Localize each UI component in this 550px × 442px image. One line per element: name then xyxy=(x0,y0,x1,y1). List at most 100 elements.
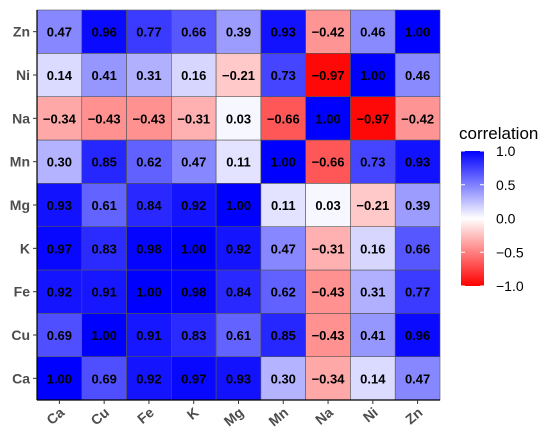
heatmap-cell-mn-mg xyxy=(215,139,262,184)
legend-title: correlation xyxy=(459,124,538,143)
cell-value-label: 1.00 xyxy=(360,68,385,83)
cell-value-label: 0.61 xyxy=(92,198,117,213)
cell-value-label: 0.03 xyxy=(315,198,340,213)
cell-value-label: 0.91 xyxy=(92,285,117,300)
legend-tick-label: 0.5 xyxy=(496,177,516,193)
heatmap-cell-mg-mn xyxy=(260,183,306,227)
cell-value-label: 1.00 xyxy=(315,111,340,126)
cell-value-label: 0.62 xyxy=(271,285,296,300)
cell-value-label: 1.00 xyxy=(271,155,296,170)
y-tick-label: Mg xyxy=(10,197,30,213)
heatmap-cell-ni-fe xyxy=(126,53,172,97)
cell-value-label: 0.31 xyxy=(136,68,161,83)
cell-value-label: 0.69 xyxy=(92,371,117,386)
cell-value-label: 0.31 xyxy=(360,285,385,300)
cell-value-label: 0.93 xyxy=(47,198,72,213)
heatmap-cell-ca-ca xyxy=(36,356,83,401)
cell-value-label: −0.43 xyxy=(312,285,345,300)
cell-value-label: 0.92 xyxy=(226,241,251,256)
legend-ticks: 1.0 0.5 0.0 −0.5 −1.0 xyxy=(461,143,524,294)
cell-value-label: 0.92 xyxy=(136,371,161,386)
cell-value-label: 0.46 xyxy=(360,25,385,40)
x-tick-label: Mg xyxy=(221,404,247,429)
cell-value-label: 0.93 xyxy=(271,25,296,40)
y-tick-label: Fe xyxy=(14,284,31,300)
cell-value-label: 0.97 xyxy=(47,241,72,256)
heatmap-cell-mg-k xyxy=(171,183,217,227)
heatmap-cell-na-mg xyxy=(215,96,262,141)
heatmap-cell-fe-na xyxy=(305,269,351,314)
heatmap-cell-mg-cu xyxy=(81,183,127,227)
cell-value-label: −0.97 xyxy=(312,68,345,83)
x-tick-label: Ca xyxy=(43,404,67,428)
cell-value-label: 0.73 xyxy=(360,155,385,170)
y-tick-label: K xyxy=(20,240,30,256)
cell-value-label: 0.41 xyxy=(360,328,385,343)
x-tick-label: Fe xyxy=(134,404,157,427)
heatmap-cell-zn-na xyxy=(305,9,351,54)
cell-value-label: −0.43 xyxy=(88,111,121,126)
cell-value-label: −0.21 xyxy=(356,198,389,213)
heatmap-cell-k-ca xyxy=(36,226,83,271)
cell-value-label: −0.34 xyxy=(43,111,77,126)
cell-value-label: −0.66 xyxy=(267,111,300,126)
heatmap-cell-ni-mg xyxy=(215,53,262,97)
heatmap-cell-mn-k xyxy=(171,139,217,184)
cell-value-label: 0.91 xyxy=(136,328,161,343)
cell-value-label: 1.00 xyxy=(405,25,430,40)
cell-value-label: −0.42 xyxy=(401,111,434,126)
heatmap-cell-na-na xyxy=(305,96,351,141)
x-tick-label: Zn xyxy=(402,404,425,427)
heatmap-cell-cu-ca xyxy=(36,313,83,357)
x-tick-label: Mn xyxy=(265,404,291,429)
cell-value-label: 0.84 xyxy=(226,285,252,300)
cell-value-label: 0.39 xyxy=(226,25,251,40)
cell-value-label: 0.47 xyxy=(181,155,206,170)
cell-value-label: 0.30 xyxy=(47,155,72,170)
heatmap-cell-k-na xyxy=(305,226,351,271)
heatmap-cell-fe-ca xyxy=(36,269,83,314)
heatmap-cell-ca-mg xyxy=(215,356,262,401)
cell-value-label: 0.11 xyxy=(226,155,251,170)
cell-value-label: 0.93 xyxy=(226,371,251,386)
cell-value-label: −0.66 xyxy=(312,155,345,170)
cell-value-label: 0.83 xyxy=(92,241,117,256)
heatmap-cell-mn-ni xyxy=(350,139,396,184)
cell-value-label: 0.77 xyxy=(136,25,161,40)
heatmap-cell-cu-fe xyxy=(126,313,172,357)
cell-value-label: 0.03 xyxy=(226,111,251,126)
heatmap-cell-mn-cu xyxy=(81,139,127,184)
cell-value-label: −0.43 xyxy=(312,328,345,343)
cell-value-label: 0.62 xyxy=(136,155,161,170)
y-tick-label: Ca xyxy=(12,370,30,386)
cell-value-label: 0.84 xyxy=(136,198,162,213)
legend-colorbar xyxy=(461,151,484,286)
heatmap-cell-mn-zn xyxy=(394,139,441,184)
cell-value-label: 0.47 xyxy=(271,241,296,256)
cell-value-label: 0.92 xyxy=(47,285,72,300)
y-tick-label: Ni xyxy=(16,67,30,83)
heatmap-cell-cu-k xyxy=(171,313,217,357)
heatmap-cell-fe-mg xyxy=(215,269,262,314)
cell-value-label: 0.85 xyxy=(92,155,117,170)
y-tick-label: Cu xyxy=(11,327,30,343)
heatmap-cell-mg-mg xyxy=(215,183,262,227)
cell-value-label: 0.14 xyxy=(360,371,386,386)
cell-value-label: 0.66 xyxy=(405,241,430,256)
heatmap-cell-na-fe xyxy=(126,96,172,141)
cell-value-label: 0.11 xyxy=(271,198,296,213)
x-tick-label: Na xyxy=(312,404,336,428)
cell-value-label: 0.66 xyxy=(181,25,206,40)
heatmap-cell-zn-ca xyxy=(36,9,83,54)
heatmap-cell-cu-na xyxy=(305,313,351,357)
cell-value-label: 0.92 xyxy=(181,198,206,213)
heatmap-cell-ni-mn xyxy=(260,53,306,97)
heatmap-cell-ca-cu xyxy=(81,356,127,401)
cell-value-label: −0.31 xyxy=(312,241,345,256)
x-tick-label: Ni xyxy=(360,404,381,425)
y-tick-label: Mn xyxy=(10,154,30,170)
legend-tick-label: 0.0 xyxy=(496,211,516,227)
y-axis-ticks: Ca Cu Fe K Mg Mn Na Ni Zn xyxy=(10,24,37,386)
heatmap-cell-ca-k xyxy=(171,356,217,401)
y-tick-label: Na xyxy=(12,110,30,126)
